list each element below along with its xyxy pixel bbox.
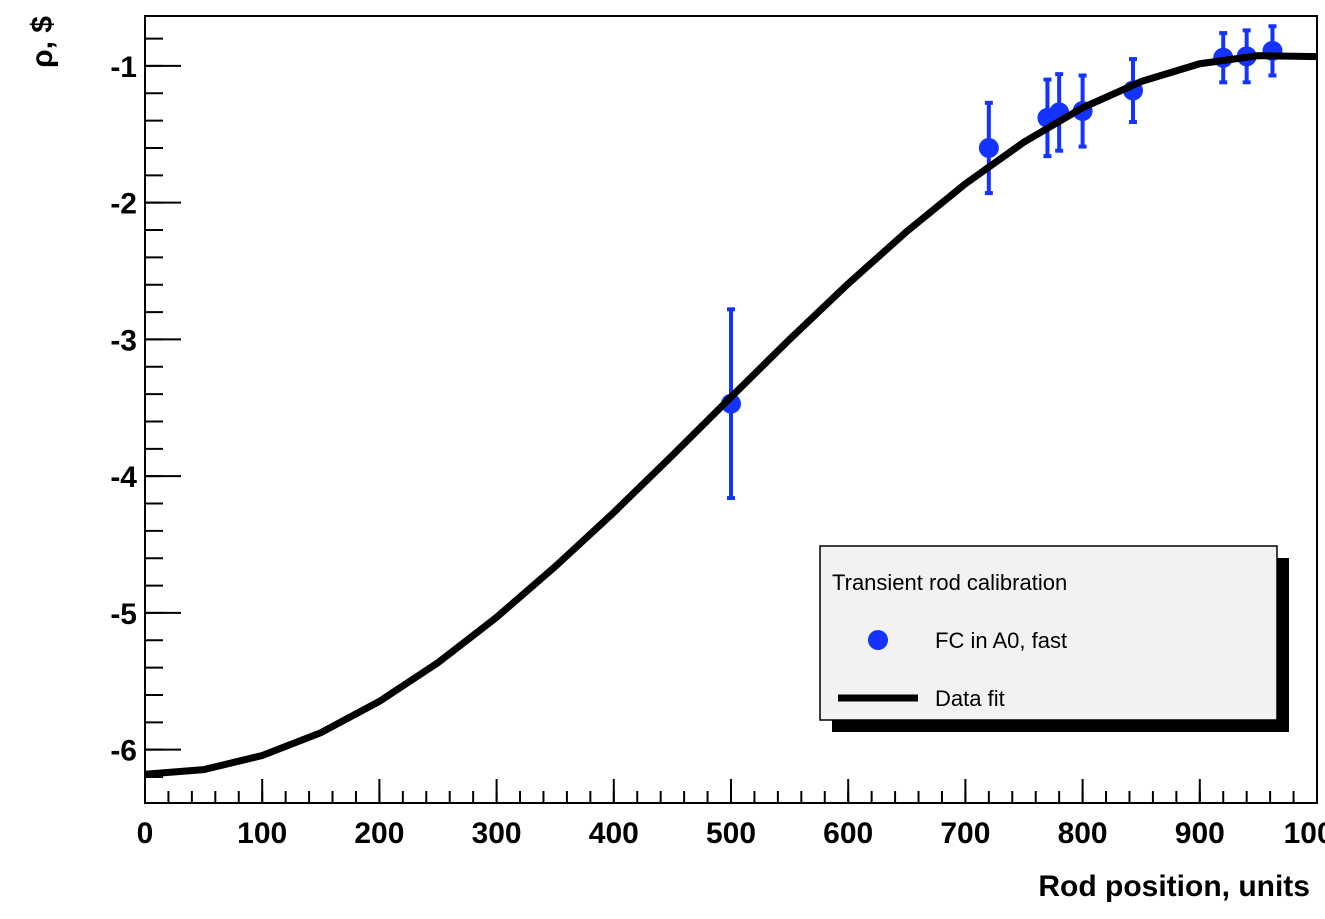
legend-marker	[868, 630, 888, 650]
legend-title: Transient rod calibration	[832, 570, 1067, 595]
x-axis-title: Rod position, units	[1038, 870, 1310, 903]
y-tick-label: -2	[110, 188, 137, 221]
x-tick-label: 800	[1058, 817, 1108, 850]
x-tick-label: 600	[823, 817, 873, 850]
y-tick-label: -1	[110, 51, 137, 84]
fit-line	[144, 52, 1318, 778]
x-tick-label: 100	[237, 817, 287, 850]
data-point	[978, 137, 999, 158]
y-axis-title: ρ, $	[26, 16, 59, 68]
x-tick-label: 700	[940, 817, 990, 850]
y-tick-label: -6	[110, 735, 137, 768]
x-tick-label: 200	[354, 817, 404, 850]
legend-label: FC in A0, fast	[935, 628, 1067, 653]
x-tick-label: 300	[472, 817, 522, 850]
x-tick-label: 400	[589, 817, 639, 850]
x-tick-label: 0	[137, 817, 154, 850]
legend-label: Data fit	[935, 686, 1005, 711]
y-tick-label: -3	[110, 324, 137, 357]
y-tick-label: -5	[110, 598, 137, 631]
legend-box	[819, 545, 1278, 721]
x-tick-label: 900	[1175, 817, 1225, 850]
x-tick-label: 1000	[1284, 817, 1325, 850]
x-tick-label: 500	[706, 817, 756, 850]
y-tick-label: -4	[110, 461, 137, 494]
